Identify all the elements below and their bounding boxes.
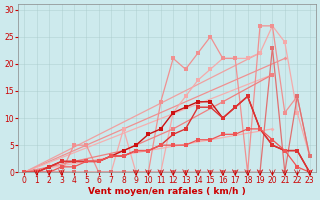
X-axis label: Vent moyen/en rafales ( km/h ): Vent moyen/en rafales ( km/h ) — [88, 187, 246, 196]
